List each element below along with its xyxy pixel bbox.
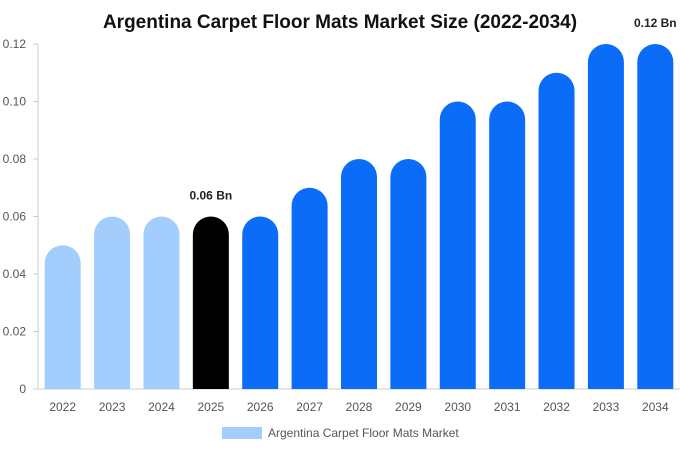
chart-title: Argentina Carpet Floor Mats Market Size … bbox=[103, 12, 577, 33]
bar-2030 bbox=[439, 101, 476, 389]
bar-2029 bbox=[390, 159, 427, 389]
y-tick-label: 0.08 bbox=[3, 152, 27, 166]
x-tick-label: 2022 bbox=[49, 400, 76, 414]
x-tick-label: 2023 bbox=[99, 400, 126, 414]
legend: Argentina Carpet Floor Mats Market bbox=[222, 426, 459, 440]
x-tick-label: 2027 bbox=[296, 400, 323, 414]
x-tick-label: 2028 bbox=[346, 400, 373, 414]
bar-2027 bbox=[291, 187, 328, 389]
bar-2022 bbox=[44, 245, 81, 389]
y-axis: 0 0.02 0.04 0.06 0.08 0.10 0.12 bbox=[3, 37, 39, 396]
y-tick-label: 0 bbox=[19, 382, 26, 396]
bar-2023 bbox=[94, 216, 131, 389]
x-tick-label: 2024 bbox=[148, 400, 175, 414]
bar-2026 bbox=[242, 216, 279, 389]
y-tick-label: 0.04 bbox=[3, 267, 27, 281]
y-tick-label: 0.06 bbox=[3, 210, 27, 224]
y-tick-label: 0.10 bbox=[3, 95, 27, 109]
legend-swatch bbox=[222, 427, 262, 439]
legend-label: Argentina Carpet Floor Mats Market bbox=[268, 426, 459, 440]
y-tick-label: 0.02 bbox=[3, 325, 27, 339]
bar-2031 bbox=[489, 101, 526, 389]
x-axis: 2022 2023 2024 2025 2026 2027 2028 2029 2030 2031… bbox=[38, 388, 680, 414]
x-tick-label: 2031 bbox=[494, 400, 521, 414]
bar-2025 bbox=[192, 216, 229, 389]
data-label-2025: 0.06 Bn bbox=[190, 189, 233, 203]
x-tick-label: 2026 bbox=[247, 400, 274, 414]
x-tick-label: 2029 bbox=[395, 400, 422, 414]
bar-2033 bbox=[587, 44, 624, 389]
bars bbox=[44, 44, 674, 389]
bar-2032 bbox=[538, 72, 575, 389]
x-tick-label: 2033 bbox=[593, 400, 620, 414]
data-labels: 0.06 Bn 0.12 Bn bbox=[190, 16, 677, 203]
y-tick-label: 0.12 bbox=[3, 37, 27, 51]
x-tick-label: 2030 bbox=[444, 400, 471, 414]
bar-2028 bbox=[341, 159, 377, 389]
x-tick-label: 2025 bbox=[197, 400, 224, 414]
x-tick-label: 2032 bbox=[543, 400, 570, 414]
data-label-2034: 0.12 Bn bbox=[634, 16, 677, 30]
bar-2034 bbox=[637, 44, 674, 389]
x-tick-label: 2034 bbox=[642, 400, 669, 414]
bar-2024 bbox=[143, 216, 180, 389]
